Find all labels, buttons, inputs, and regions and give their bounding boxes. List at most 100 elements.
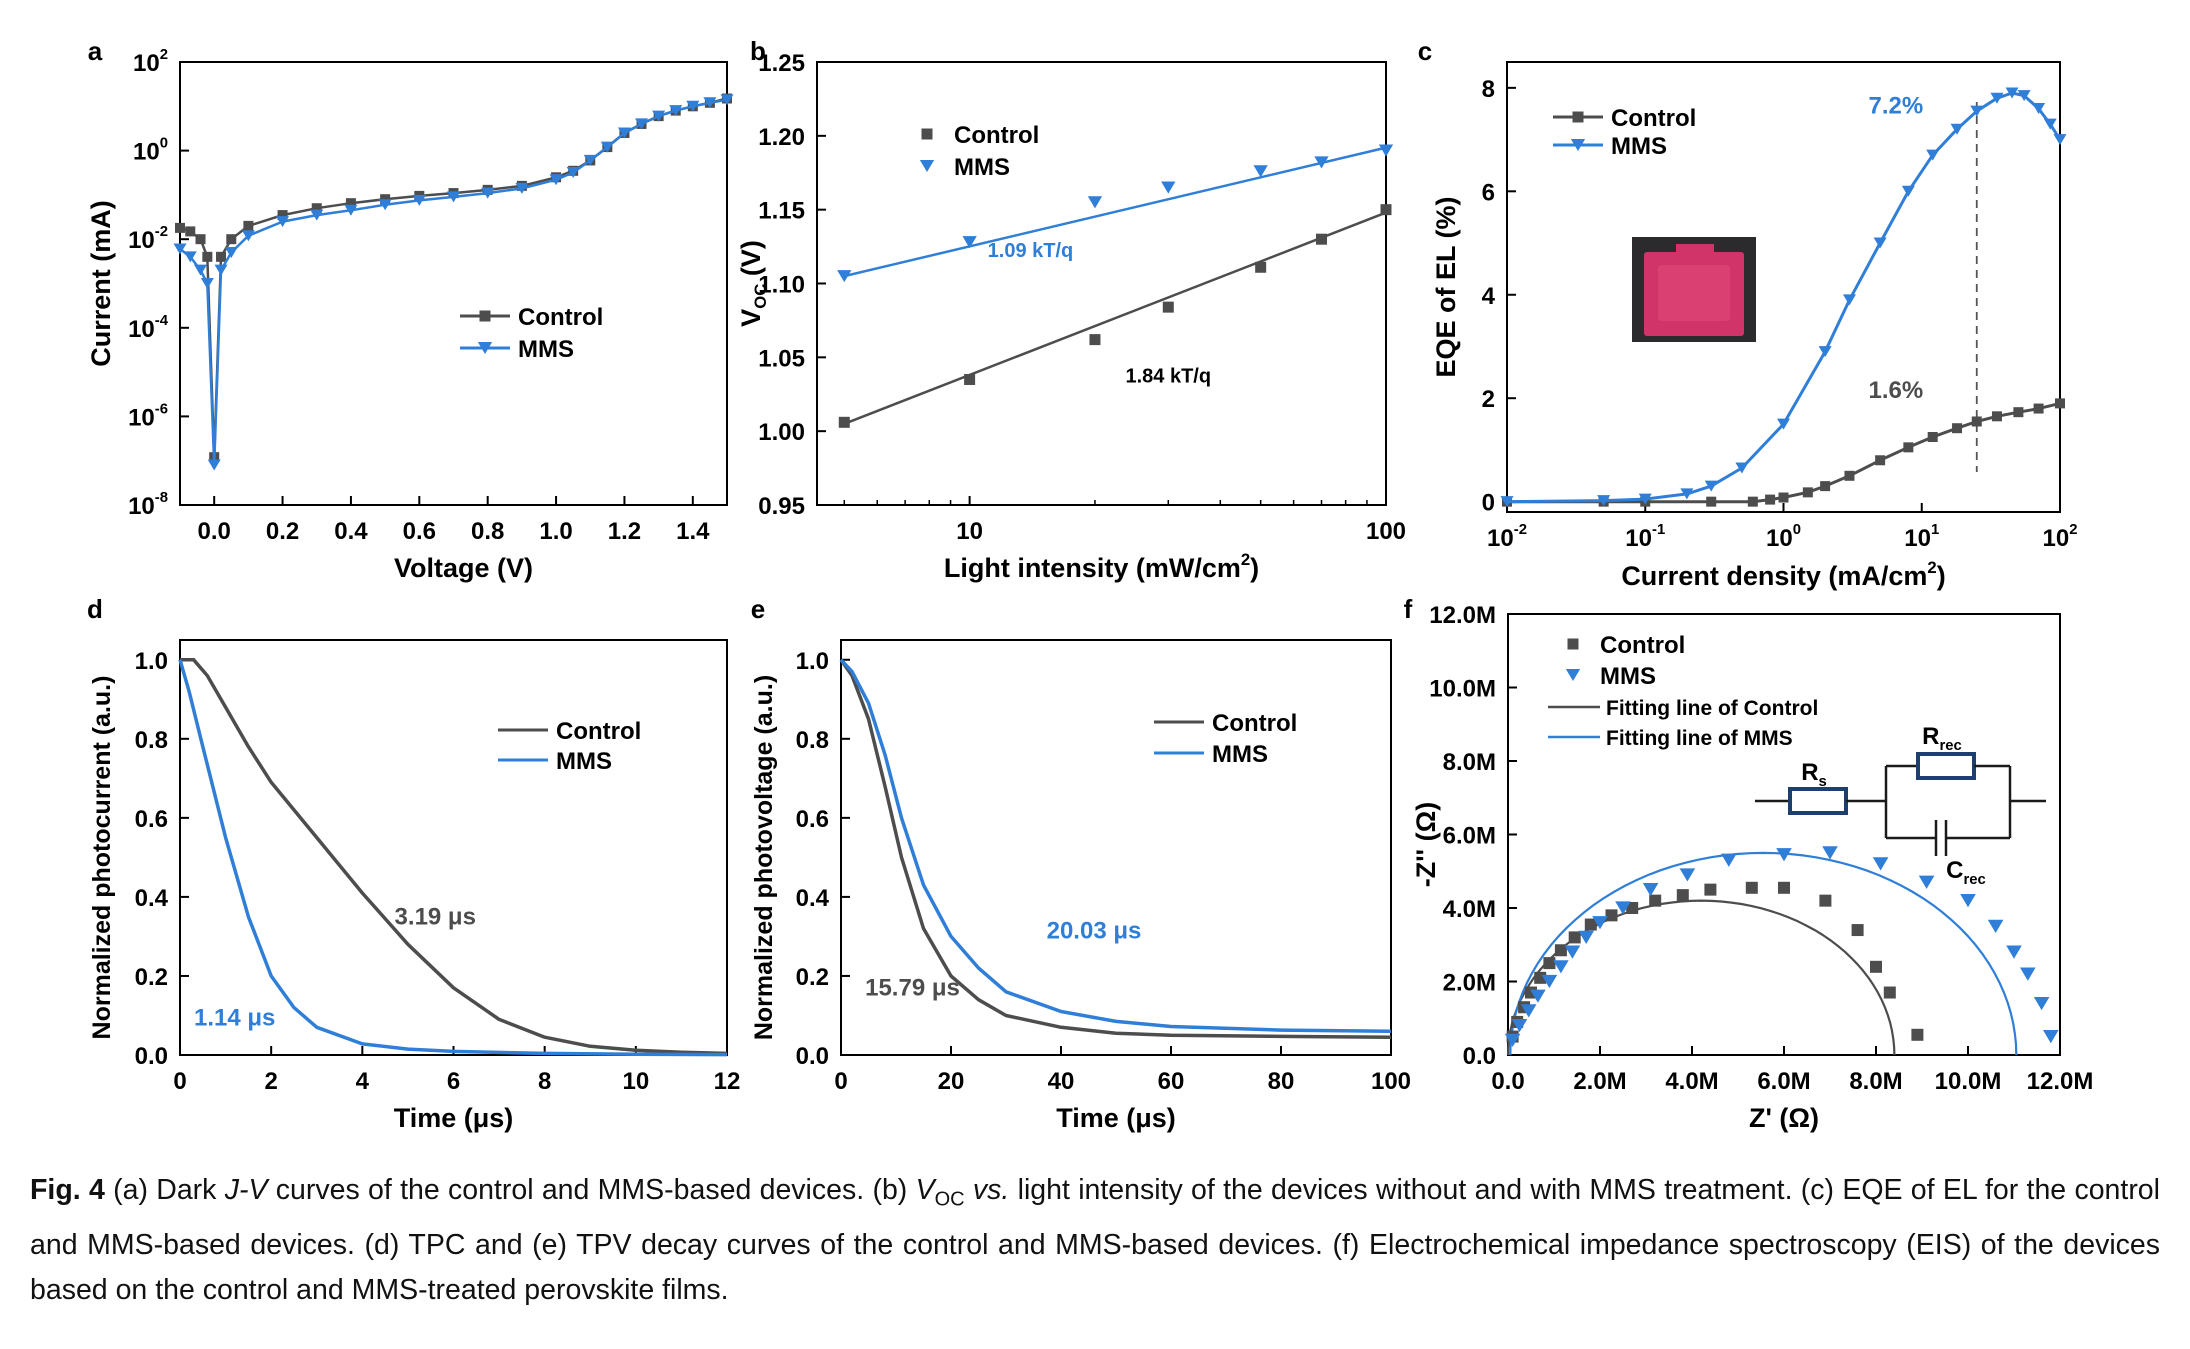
data-point (1162, 301, 1174, 313)
panel-a: a 0.0 0.2 0.4 0.6 0.8 1.0 1.2 1.4 Voltage (V) Curr… (86, 36, 734, 583)
legend-label: Control (1212, 710, 1297, 737)
data-point (837, 270, 852, 283)
data-point (224, 247, 238, 259)
data-point (378, 199, 392, 211)
data-point (226, 234, 237, 245)
data-point (1597, 495, 1611, 507)
panel-d: d 0 2 4 6 8 10 12 0.0 0.2 0.4 0.6 0.8 1.0 Time (μs) Nor… (87, 594, 740, 1133)
data-point (1765, 494, 1776, 505)
y-tick-label: 0.95 (758, 493, 805, 520)
annotation: 3.19 μs (395, 904, 476, 931)
data-point (1777, 418, 1790, 430)
data-point (1680, 488, 1694, 500)
data-point (1530, 989, 1546, 1003)
data-point (185, 226, 196, 237)
data-point (1255, 261, 1267, 273)
data-point (1822, 846, 1838, 860)
y-tick-label: 1.0 (796, 648, 829, 675)
data-point (1565, 668, 1581, 682)
data-point (1704, 883, 1717, 896)
x-tick-label: 10-1 (1625, 522, 1665, 552)
legend-label: Control (1611, 105, 1696, 132)
data-point (921, 128, 933, 140)
x-tick-label: 0 (173, 1068, 186, 1095)
data-point (1721, 853, 1737, 867)
x-axis-title: Current density (mA/cm2) (1621, 558, 1945, 591)
panel-label: e (751, 594, 765, 624)
x-tick-label: 12.0M (2027, 1068, 2094, 1095)
data-point (1927, 432, 1938, 442)
y-tick-label: 1.0 (135, 648, 168, 675)
y-axis-title: Current (mA) (86, 200, 116, 367)
data-point (1802, 487, 1813, 498)
data-point (344, 204, 358, 216)
annotation: 7.2% (1869, 93, 1924, 120)
y-tick-label: 10-6 (128, 401, 168, 431)
y-tick-label: 100 (133, 136, 168, 166)
y-axis-title: EQE of EL (%) (1431, 196, 1461, 377)
data-point (1534, 971, 1547, 984)
legend-label: Control (1600, 632, 1685, 659)
data-point (652, 110, 666, 122)
data-point (1706, 496, 1717, 507)
caption-segment: V (915, 1174, 935, 1206)
series-line (839, 658, 1392, 1039)
x-tick-label: 6.0M (1757, 1068, 1810, 1095)
data-point (1543, 957, 1556, 970)
legend-label: Control (518, 304, 603, 331)
x-tick-label: 102 (2043, 522, 2078, 552)
data-point (1991, 411, 2002, 422)
data-point (635, 118, 649, 130)
equivalent-circuit: Rs Rrec Crec (1755, 723, 2046, 888)
panel-e: e 0 20 40 60 80 100 0.0 0.2 0.4 0.6 0.8 1.0 Time (μs)… (750, 594, 1411, 1133)
data-point (1778, 492, 1789, 503)
series-line (179, 98, 728, 467)
x-tick-label: 20 (938, 1068, 965, 1095)
data-point (962, 236, 977, 249)
y-axis-title: Normalized photocurrent (a.u.) (88, 676, 116, 1040)
data-point (1819, 894, 1832, 907)
data-point (1950, 123, 1964, 135)
annotation: 20.03 μs (1047, 917, 1142, 944)
panel-label: a (88, 36, 103, 66)
data-point (1918, 875, 1935, 889)
x-tick-label: 12 (714, 1068, 741, 1095)
data-point (964, 373, 976, 385)
x-tick-label: 0.2 (266, 518, 299, 545)
y-tick-label: 0.4 (135, 885, 169, 912)
y-tick-label: 0.2 (135, 964, 168, 991)
data-point (1161, 181, 1176, 194)
data-point (617, 127, 631, 139)
y-tick-label: 10-8 (128, 490, 168, 520)
y-tick-label: 0.6 (796, 806, 829, 833)
y-tick-label: 10-2 (128, 224, 168, 254)
data-point (479, 310, 491, 322)
y-tick-label: 6 (1482, 179, 1495, 206)
data-point (1087, 196, 1103, 209)
x-tick-label: 60 (1158, 1068, 1185, 1095)
data-point (1520, 1004, 1537, 1018)
caption-segment: light intensity of the devices without a… (30, 1174, 2160, 1306)
x-tick-label: 40 (1048, 1068, 1075, 1095)
plot-frame (840, 639, 1392, 1056)
x-tick-label: 0.0 (198, 518, 231, 545)
annotation: 1.84 kT/q (1125, 365, 1211, 387)
data-point (1584, 918, 1597, 931)
annotation: 1.09 kT/q (988, 240, 1074, 262)
data-point (1952, 423, 1963, 434)
y-tick-label: 0.4 (796, 885, 830, 912)
data-point (1990, 92, 2004, 104)
data-point (1553, 960, 1569, 974)
legend-label: Control (954, 122, 1039, 149)
data-point (200, 278, 214, 289)
annotation: 1.14 μs (194, 1004, 275, 1031)
caption-label: Fig. 4 (30, 1174, 105, 1206)
y-tick-label: 0.0 (1463, 1043, 1496, 1070)
data-point (2043, 1030, 2059, 1044)
data-point (345, 198, 356, 209)
figure-canvas: a 0.0 0.2 0.4 0.6 0.8 1.0 1.2 1.4 Voltage (V) Curr… (86, 36, 2094, 1133)
data-point (2043, 118, 2057, 130)
panel-label: b (750, 36, 766, 66)
y-tick-label: 1.20 (758, 124, 805, 151)
data-point (1511, 1019, 1528, 1033)
